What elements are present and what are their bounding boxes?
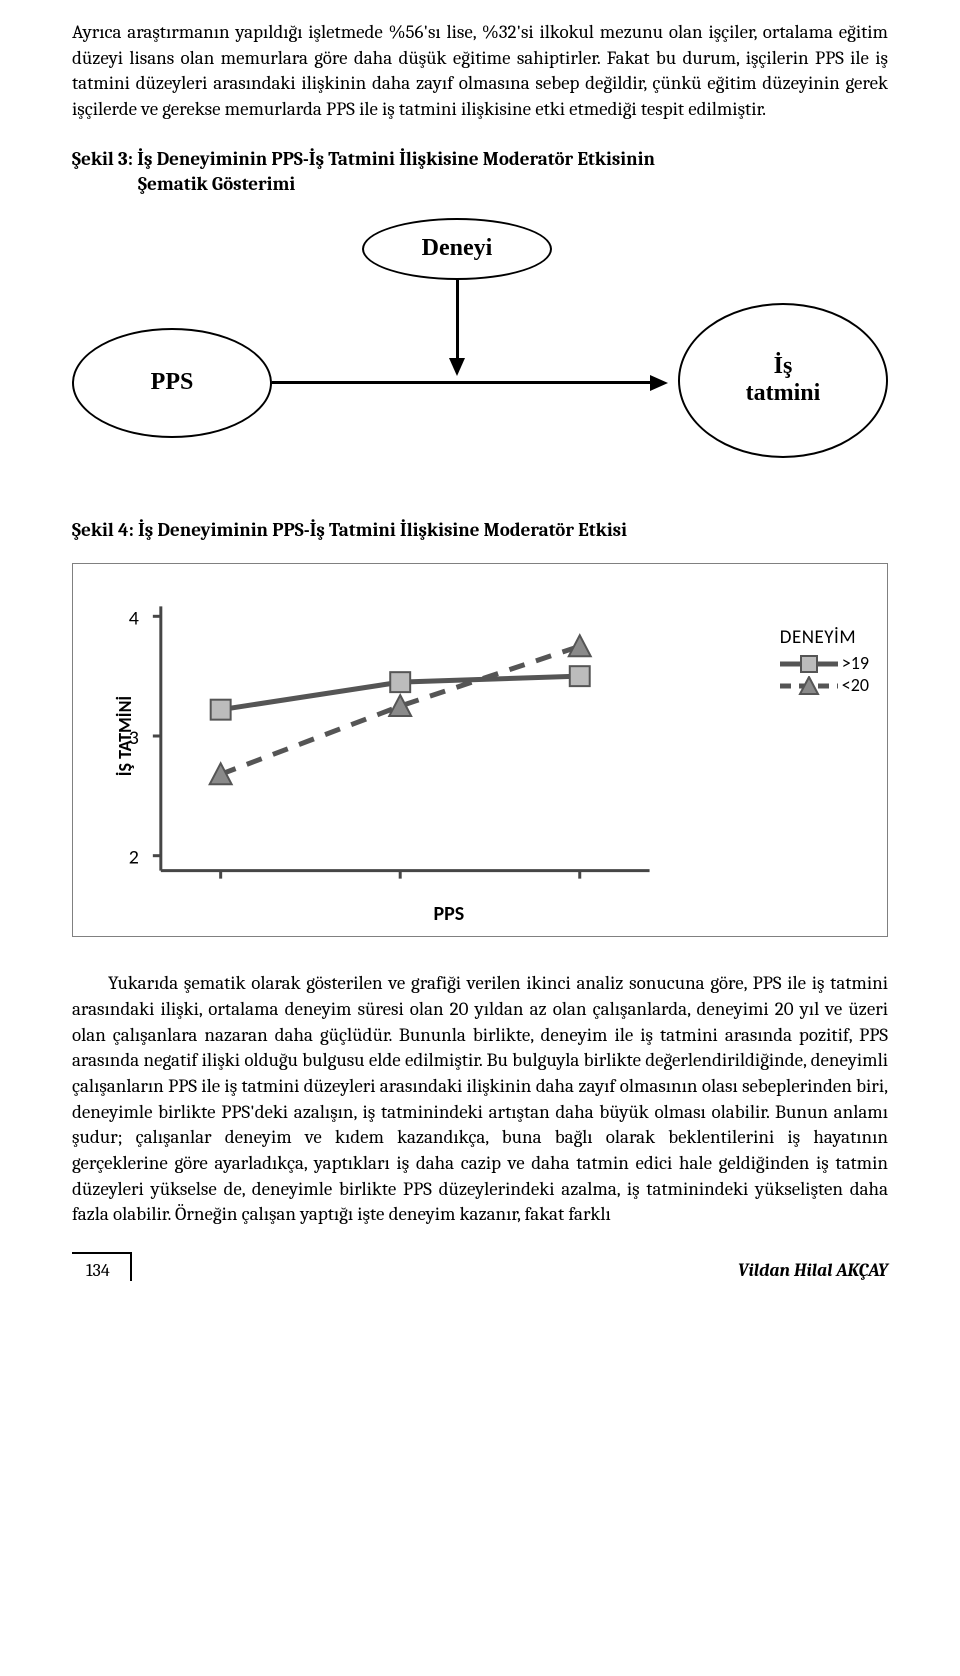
arrow-head-right-icon bbox=[650, 375, 668, 391]
intro-paragraph: Ayrıca araştırmanın yapıldığı işletmede … bbox=[72, 20, 888, 123]
node-outcome: İş tatmini bbox=[678, 303, 888, 458]
legend-marker-square-icon bbox=[780, 654, 838, 674]
chart-ylabel: İŞ TATMİNİ bbox=[114, 696, 136, 776]
ytick-4: 4 bbox=[129, 607, 139, 631]
figure3-title-line2: Şematik Gösterimi bbox=[72, 172, 888, 198]
arrow-pps-to-outcome bbox=[272, 381, 652, 384]
page-footer: 134 Vildan Hilal AKÇAY bbox=[72, 1252, 888, 1281]
node-moderator-label: Deneyi bbox=[422, 235, 493, 262]
legend-row-0: >19 bbox=[780, 653, 869, 675]
ytick-2: 2 bbox=[129, 846, 139, 870]
author-name: Vildan Hilal AKÇAY bbox=[738, 1260, 888, 1281]
chart-xlabel: PPS bbox=[434, 902, 465, 926]
figure4-title: Şekil 4: İş Deneyiminin PPS-İş Tatmini İ… bbox=[72, 518, 888, 544]
legend-title: DENEYİM bbox=[780, 626, 869, 649]
arrow-moderator-down bbox=[456, 280, 459, 360]
figure3-title-line1: Şekil 3: İş Deneyiminin PPS-İş Tatmini İ… bbox=[72, 148, 655, 170]
legend-label-1: <20 bbox=[842, 675, 869, 697]
figure3-diagram: Deneyi PPS İş tatmini bbox=[72, 218, 888, 458]
node-pps: PPS bbox=[72, 328, 272, 438]
node-outcome-line1: İş bbox=[774, 353, 793, 381]
page-number: 134 bbox=[72, 1252, 132, 1281]
legend-marker-triangle-icon bbox=[780, 676, 838, 696]
chart-legend: DENEYİM >19 <20 bbox=[780, 626, 869, 696]
legend-label-0: >19 bbox=[842, 653, 869, 675]
node-outcome-line2: tatmini bbox=[746, 380, 821, 408]
legend-row-1: <20 bbox=[780, 675, 869, 697]
figure3-title: Şekil 3: İş Deneyiminin PPS-İş Tatmini İ… bbox=[72, 147, 888, 198]
chart-svg: 4 3 2 bbox=[91, 586, 869, 886]
analysis-paragraph: Yukarıda şematik olarak gösterilen ve gr… bbox=[72, 971, 888, 1227]
arrow-head-down-icon bbox=[449, 358, 465, 376]
node-pps-label: PPS bbox=[151, 369, 194, 396]
figure4-chart: 4 3 2 İŞ TATMİNİ PPS DENEYİM bbox=[72, 563, 888, 937]
node-moderator: Deneyi bbox=[362, 218, 552, 280]
